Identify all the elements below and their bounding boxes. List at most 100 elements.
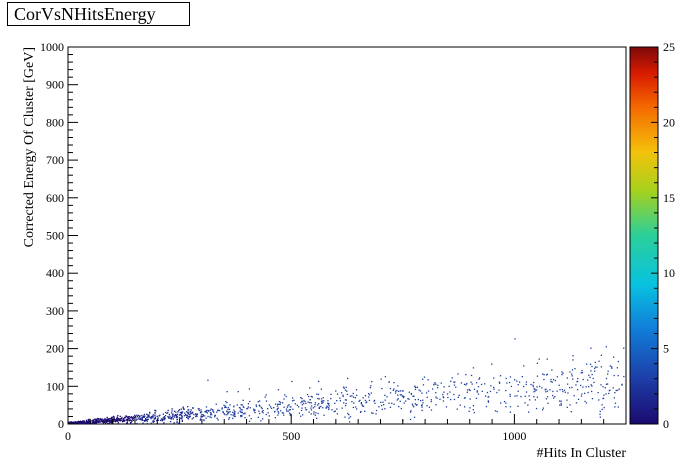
data-point [207,415,209,418]
data-point [386,396,388,398]
data-point [228,418,230,420]
data-point [569,371,571,373]
data-point [277,389,280,391]
data-point [210,408,212,410]
data-point [604,387,606,389]
data-point [175,414,177,417]
data-point [545,398,548,400]
data-point [143,416,146,418]
data-point [397,390,400,393]
data-point [282,402,284,404]
data-point [254,412,256,414]
data-point [229,404,231,406]
data-point [107,419,110,421]
data-point [525,383,527,386]
data-point [124,417,126,419]
data-point [417,398,419,401]
data-point [147,418,149,420]
data-point [176,419,178,421]
data-point [196,413,199,416]
data-point [414,385,416,387]
data-point [255,405,258,408]
data-point [287,405,289,407]
data-point [181,415,183,417]
data-point [94,421,96,423]
data-point [91,420,93,422]
data-point [517,405,519,407]
data-point [258,404,260,406]
data-point [543,374,545,376]
data-point [460,382,463,384]
data-point [411,403,414,405]
data-point [209,414,212,416]
data-point [410,410,412,412]
data-point [594,361,596,364]
data-point [364,399,367,402]
data-point [472,405,475,407]
data-point [163,416,165,418]
data-point [87,421,89,423]
data-point [601,408,603,411]
data-point [458,394,460,396]
data-point [396,389,398,392]
data-point [491,363,493,365]
data-point [572,378,574,380]
z-tick-label: 20 [663,115,675,129]
data-point [398,406,400,408]
data-point [599,413,601,415]
data-point [285,410,288,412]
data-point [577,398,580,400]
data-point [302,401,304,403]
data-point [597,392,599,394]
data-point [289,406,291,408]
data-point [217,409,219,411]
data-point [451,377,453,379]
data-point [587,391,589,394]
data-point [224,405,226,407]
data-point [112,416,114,418]
data-point [173,416,176,418]
data-point [225,400,227,403]
data-point [457,396,459,398]
data-point [173,410,176,412]
data-point [270,407,273,409]
data-point [523,385,525,388]
data-point [285,395,287,398]
data-point [399,394,401,396]
data-point [611,367,613,369]
data-point [146,416,148,418]
data-point [318,407,320,409]
data-point [554,379,556,382]
data-point [361,404,363,406]
data-point [187,412,189,414]
data-point [86,422,88,424]
data-point [313,411,315,413]
data-point [265,413,267,416]
data-point [309,387,311,389]
data-point [416,386,419,388]
data-point [345,402,347,405]
x-tick-label: 0 [65,429,71,443]
data-point [359,399,361,401]
data-point [450,398,452,401]
data-point [79,421,81,423]
data-point [443,386,445,388]
data-point [373,400,375,402]
data-point [362,405,364,407]
data-point [121,416,123,419]
data-point [391,402,393,404]
data-point [234,411,236,413]
data-point [253,410,255,412]
data-point [603,407,605,409]
data-point [453,393,455,396]
data-point [300,415,302,417]
data-point [509,395,511,397]
data-point [320,405,322,408]
data-point [132,419,135,421]
data-point [92,422,94,424]
data-point [211,409,214,411]
data-point [202,415,204,417]
data-point [342,394,344,396]
data-point [257,416,259,418]
data-point [485,395,487,397]
